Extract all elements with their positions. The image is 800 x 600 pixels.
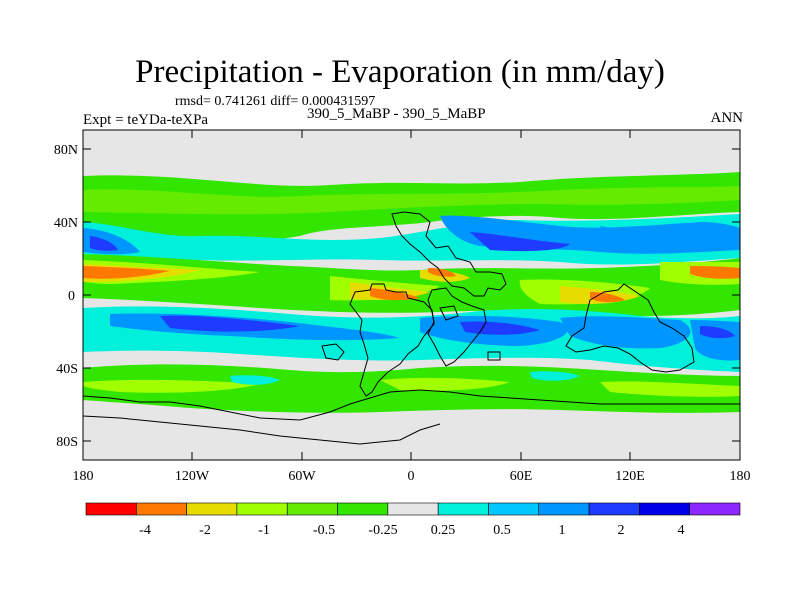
colorbar-label: 4	[678, 523, 685, 538]
colorbar-box	[337, 502, 389, 516]
season-label: ANN	[710, 110, 744, 126]
lat-label: 0	[68, 289, 75, 304]
lon-ticks	[82, 130, 631, 460]
colorbar-label: 2	[618, 523, 625, 538]
south-cyan-spots	[230, 371, 580, 385]
plot-title: Precipitation - Evaporation (in mm/day)	[135, 54, 665, 90]
continent-outlines	[83, 211, 740, 445]
tropical-yellow	[83, 264, 640, 304]
colorbar-label: 1	[559, 523, 566, 538]
colorbar-box	[136, 502, 187, 516]
coastline-antarctica	[83, 389, 740, 421]
coastline-africa	[427, 287, 487, 367]
lon-label: 120E	[615, 469, 645, 484]
lon-label: 60W	[288, 469, 316, 484]
colorbar-label: -0.5	[313, 523, 335, 538]
coastline-asia-islands	[565, 283, 695, 373]
colorbar-box	[639, 502, 690, 516]
coastline-south-america	[349, 283, 435, 397]
colorbar-label: -4	[139, 523, 151, 538]
coastline-small-islands	[321, 305, 501, 361]
colorbar-box	[236, 502, 288, 516]
colorbar-box	[437, 502, 489, 516]
colorbar-box	[538, 502, 590, 516]
lat-labels: 80N 40N 0 40S 80S	[54, 143, 78, 450]
lat-label: 40N	[54, 216, 78, 231]
lon-label: 0	[408, 469, 415, 484]
lat-ticks	[83, 148, 740, 442]
lat-label: 80S	[56, 435, 78, 450]
north-green-light	[83, 186, 740, 215]
map-field	[83, 130, 740, 460]
lon-label: 180	[730, 469, 751, 484]
lon-label: 60E	[510, 469, 533, 484]
lon-label: 180	[73, 469, 94, 484]
lon-labels: 180 120W 60W 0 60E 120E 180	[73, 469, 751, 484]
period-label: 390_5_MaBP - 390_5_MaBP	[307, 106, 486, 122]
colorbar-box	[186, 502, 238, 516]
colorbar-label: 0.5	[493, 523, 511, 538]
coastline-eurasia	[391, 211, 507, 297]
lat-label: 40S	[56, 362, 78, 377]
north-blue-band	[83, 215, 740, 255]
colorbar-box	[387, 502, 439, 516]
colorbar-box	[689, 502, 741, 516]
colorbar-box	[488, 502, 540, 516]
experiment-label: Expt = teYDa-teXPa	[83, 112, 209, 128]
colorbar-label: -1	[258, 523, 270, 538]
colorbar: -4 -2 -1 -0.5 -0.25 0.25 0.5 1 2 4	[85, 502, 741, 538]
colorbar-label: -2	[199, 523, 211, 538]
tropical-orange	[83, 266, 740, 303]
south-green-light	[83, 377, 740, 397]
south-deep-blue	[160, 315, 735, 339]
coastline-south-cap	[83, 415, 441, 445]
north-deep-blue	[90, 232, 570, 252]
statistics-label: rmsd= 0.741261 diff= 0.000431597	[175, 94, 376, 109]
colorbar-box	[85, 502, 137, 516]
north-cyan-band	[83, 214, 740, 265]
colorbar-label: 0.25	[431, 523, 456, 538]
lat-label: 80N	[54, 143, 78, 158]
colorbar-box	[286, 502, 338, 516]
colorbar-box	[588, 502, 640, 516]
lon-label: 120W	[175, 469, 210, 484]
colorbar-label: -0.25	[368, 523, 397, 538]
